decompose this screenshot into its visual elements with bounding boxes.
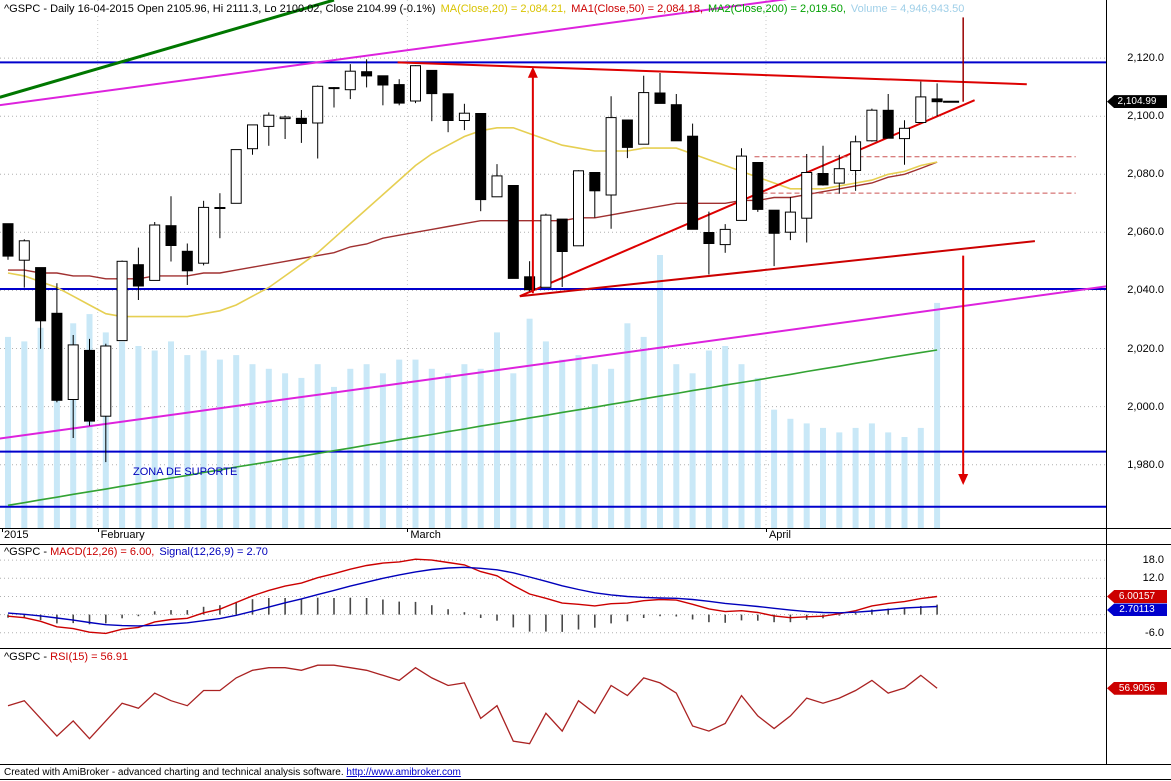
rsi-chart[interactable]: [0, 650, 1106, 764]
axis-separator: [1106, 0, 1107, 764]
date-axis-label: 2015: [4, 529, 29, 541]
macd-value-label: 6.00157: [1107, 589, 1167, 603]
price-axis-label: 2,100.0: [1127, 110, 1164, 123]
ma20-legend: MA(Close,20) = 2,084.21,: [440, 3, 567, 15]
support-zone-label: ZONA DE SUPORTE: [133, 466, 238, 478]
pane-splitter-macd[interactable]: [0, 544, 1171, 545]
price-axis-label: 2,020.0: [1127, 342, 1164, 355]
macd-chart[interactable]: [0, 544, 1106, 648]
price-chart[interactable]: [0, 0, 1106, 528]
signal-value-label: 2.70113: [1107, 603, 1167, 617]
footer: Created with AmiBroker - advanced charti…: [4, 767, 461, 778]
price-axis-label: 1,980.0: [1127, 458, 1164, 471]
macd-axis-label: 18.0: [1142, 554, 1164, 567]
price-axis-label: 2,000.0: [1127, 400, 1164, 413]
bottom-border: [0, 779, 1171, 780]
amibroker-link[interactable]: http://www.amibroker.com: [346, 767, 461, 778]
rsi-symbol: ^GSPC -: [4, 651, 51, 663]
macd-symbol: ^GSPC -: [4, 546, 51, 558]
rsi-value-label: 56.9056: [1107, 681, 1167, 695]
date-axis-label: April: [768, 529, 791, 541]
price-axis-label: 2,060.0: [1127, 226, 1164, 239]
price-axis-label: 2,080.0: [1127, 168, 1164, 181]
date-tick: [97, 528, 99, 532]
date-tick: [407, 528, 409, 532]
footer-text: Created with AmiBroker - advanced charti…: [4, 767, 347, 778]
date-axis-label: March: [410, 529, 441, 541]
date-tick: [2, 528, 3, 532]
ma50-legend: MA1(Close,50) = 2,084.18,: [571, 3, 704, 15]
volume-legend: Volume = 4,946,943.50: [850, 3, 965, 15]
date-axis-label: February: [100, 529, 145, 541]
price-axis-label: 2,120.0: [1127, 52, 1164, 65]
rsi-pane-bottom-border: [0, 764, 1171, 765]
macd-axis-label: -6.0: [1145, 626, 1164, 639]
last-price-label: 2,104.99: [1107, 95, 1167, 109]
macd-pane-title: ^GSPC - MACD(12,26) = 6.00, Signal(12,26,…: [4, 546, 273, 558]
signal-legend: Signal(12,26,9) = 2.70: [159, 546, 268, 558]
ma200-legend: MA2(Close,200) = 2,019.50,: [708, 3, 846, 15]
macd-axis-label: 12.0: [1142, 572, 1164, 585]
date-tick: [765, 528, 767, 532]
price-axis-label: 2,040.0: [1127, 284, 1164, 297]
rsi-pane-title: ^GSPC - RSI(15) = 56.91: [4, 651, 133, 663]
macd-legend: MACD(12,26) = 6.00,: [50, 546, 155, 558]
pane-splitter-rsi[interactable]: [0, 648, 1171, 649]
price-pane-bottom-border: [0, 528, 1171, 529]
rsi-legend: RSI(15) = 56.91: [50, 651, 129, 663]
price-pane-title: ^GSPC - Daily 16-04-2015 Open 2105.96, H…: [4, 3, 969, 15]
ohlc-summary: ^GSPC - Daily 16-04-2015 Open 2105.96, H…: [4, 3, 436, 15]
